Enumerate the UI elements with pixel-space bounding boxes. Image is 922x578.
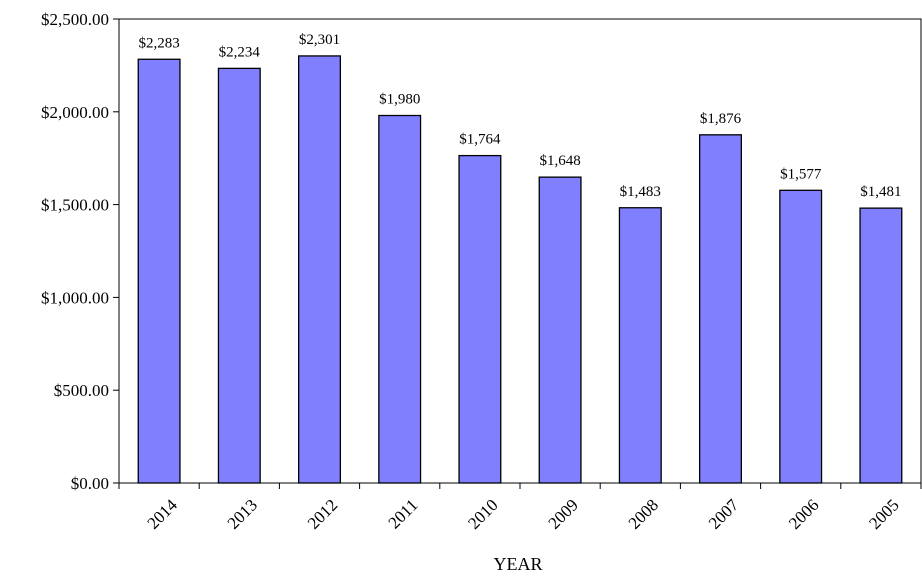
- bar-2008: [618, 207, 662, 484]
- data-label: $1,648: [539, 153, 580, 169]
- bar-2014: [137, 58, 181, 484]
- y-tick-label: $1,000.00: [41, 288, 109, 307]
- bar-2012: [297, 55, 342, 484]
- data-label: $1,577: [780, 166, 822, 182]
- x-tick-label: 2013: [224, 495, 261, 532]
- data-label: $2,301: [299, 32, 340, 48]
- data-label: $1,483: [620, 184, 661, 200]
- x-tick-label: 2006: [785, 495, 822, 532]
- y-axis: $0.00 $500.00 $1,000.00 $1,500.00 $2,000.00 $…: [41, 10, 119, 493]
- x-tick-label: 2005: [865, 495, 902, 532]
- x-tick-label: 2009: [544, 495, 581, 532]
- data-label: $1,764: [459, 132, 501, 148]
- bar-2007: [698, 134, 743, 484]
- y-tick-label: $0.00: [71, 474, 109, 493]
- y-tick-label: $2,500.00: [41, 10, 109, 29]
- bar-2005: [859, 207, 903, 484]
- bar-2009: [538, 176, 582, 484]
- x-tick-label: 2007: [705, 495, 743, 533]
- bars: [137, 55, 903, 484]
- x-axis-title: YEAR: [494, 554, 543, 574]
- y-tick-label: $500.00: [54, 381, 109, 400]
- data-label: $2,234: [219, 44, 261, 60]
- bar-2011: [378, 114, 422, 484]
- bar-2013: [217, 67, 261, 484]
- x-tick-label: 2008: [625, 495, 662, 532]
- data-label: $2,283: [138, 35, 179, 51]
- data-labels: $2,283 $2,234 $2,301 $1,980 $1,764 $1,648 $1,4…: [138, 32, 901, 200]
- bar-2010: [458, 154, 502, 484]
- data-label: $1,980: [379, 92, 420, 108]
- x-tick-label: 2012: [304, 495, 341, 532]
- x-tick-label: 2010: [464, 495, 501, 532]
- x-axis: 2014 2013 2012 2011 2010 2009 2008 2007 2006 2005: [118, 483, 922, 533]
- y-tick-label: $2,000.00: [41, 103, 109, 122]
- bar-2006: [779, 189, 823, 484]
- y-tick-label: $1,500.00: [41, 196, 109, 215]
- data-label: $1,481: [860, 184, 901, 200]
- x-tick-label: 2014: [143, 495, 181, 533]
- data-label: $1,876: [700, 111, 742, 127]
- x-tick-label: 2011: [385, 495, 422, 532]
